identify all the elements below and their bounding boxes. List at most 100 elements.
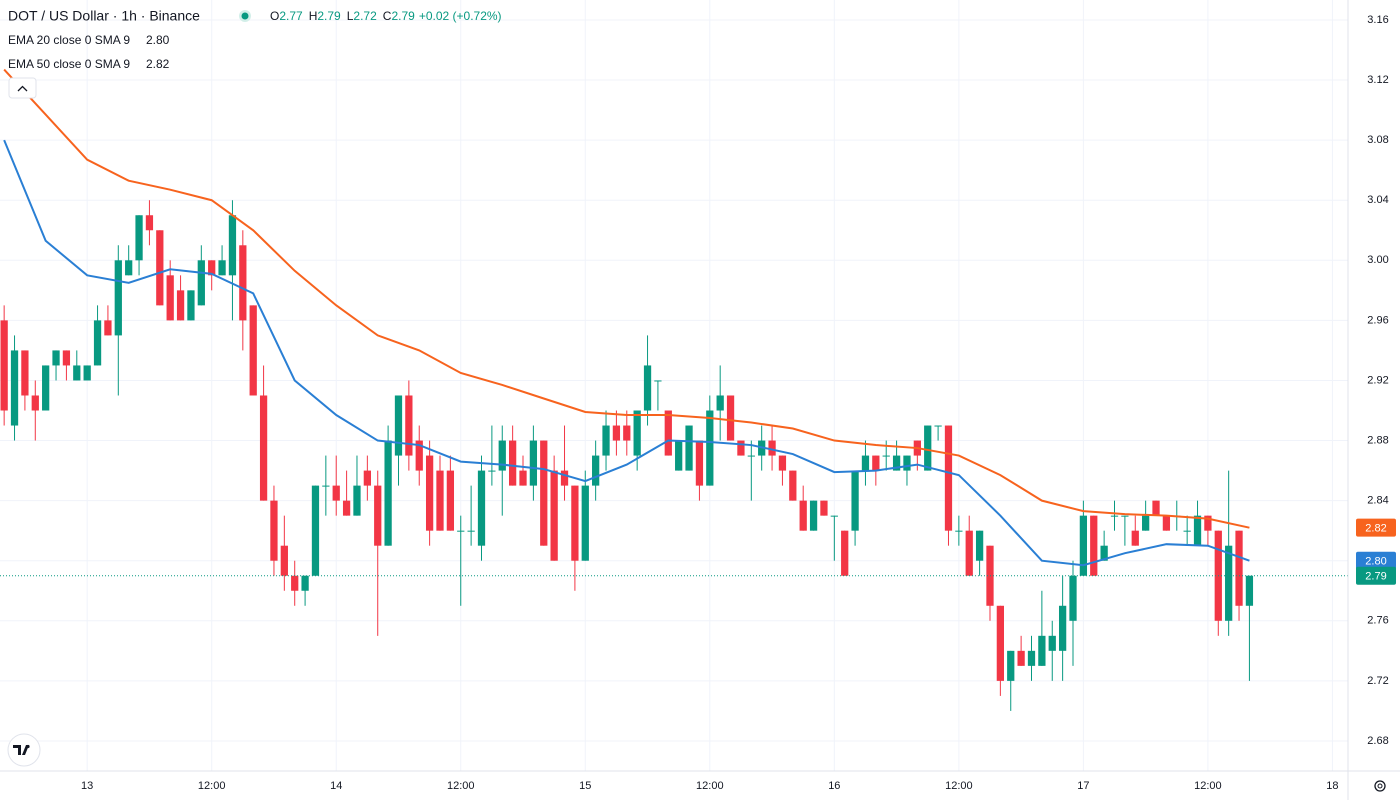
candle-body: [488, 470, 496, 472]
ohlc-value: 2.79: [391, 9, 415, 23]
candle-body: [1121, 515, 1129, 517]
status-dot: [241, 12, 249, 20]
candle-body: [892, 455, 901, 471]
header: DOT / US Dollar · 1h · Binance O2.77 H2.7…: [8, 8, 502, 99]
candle-body: [249, 305, 257, 396]
ohlc-label: L: [347, 9, 354, 23]
candle-body: [73, 365, 81, 381]
legend-label: EMA 20 close 0 SMA 9: [8, 33, 130, 47]
candle-body: [1100, 545, 1108, 561]
candle-body: [550, 470, 558, 561]
settings-icon[interactable]: [1374, 780, 1386, 792]
x-tick-label: 13: [81, 780, 93, 792]
ohlc-value: 2.79: [317, 9, 341, 23]
candle-body: [197, 260, 205, 306]
ema-line: [3, 68, 1250, 529]
candle-body: [270, 500, 278, 561]
y-tick-label: 2.96: [1367, 314, 1388, 326]
candle-body: [322, 485, 330, 487]
candle-body: [1027, 650, 1036, 666]
collapse-icon: [17, 85, 28, 92]
chart-title: DOT / US Dollar · 1h · Binance: [8, 8, 200, 24]
candle-body: [747, 455, 755, 457]
y-tick-label: 3.12: [1367, 74, 1388, 86]
candle-body: [1058, 605, 1067, 651]
x-tick-label: 12:00: [1194, 780, 1222, 792]
legend-value: 2.82: [146, 57, 170, 71]
candle-body: [675, 440, 683, 471]
candle-body: [571, 485, 579, 561]
candle-body: [1069, 575, 1077, 621]
candle-body: [342, 500, 351, 516]
candle-body: [125, 260, 133, 276]
candle-body: [1193, 515, 1202, 546]
x-tick-label: 12:00: [198, 780, 226, 792]
ohlc-readout: O2.77 H2.79 L2.72 C2.79 +0.02 (+0.72%): [270, 9, 502, 23]
candle-body: [965, 530, 973, 576]
y-tick-label: 2.84: [1367, 495, 1388, 507]
candle-body: [685, 425, 693, 471]
candle-body: [560, 470, 569, 486]
candle-body: [1225, 545, 1233, 621]
candle-body: [1090, 515, 1098, 576]
logo: [7, 733, 41, 767]
candle-body: [363, 470, 371, 486]
candle-body: [1131, 530, 1139, 546]
candle-body: [311, 485, 320, 576]
grid: [0, 0, 1348, 771]
candle-body: [872, 455, 880, 471]
logo-dot: [26, 744, 30, 749]
candle-body: [1110, 515, 1119, 517]
candle-body: [332, 485, 340, 501]
legend-value: 2.80: [146, 33, 170, 47]
candle-body: [726, 395, 735, 441]
candle-body: [1162, 515, 1171, 531]
candle-body: [737, 440, 745, 456]
candle-body: [654, 380, 662, 382]
candle-body: [830, 515, 838, 517]
candle-body: [156, 230, 164, 306]
candle-body: [135, 215, 143, 261]
candle-body: [768, 440, 776, 456]
candle-body: [1235, 530, 1243, 606]
candle-body: [10, 350, 19, 426]
candle-body: [509, 440, 517, 486]
ohlc-value: 2.72: [353, 9, 377, 23]
candle-body: [841, 530, 849, 576]
collapse-button[interactable]: [8, 77, 37, 99]
candle-body: [851, 470, 859, 531]
plot: [0, 68, 1348, 711]
candle-body: [239, 245, 247, 321]
legend-label: EMA 50 close 0 SMA 9: [8, 57, 130, 71]
candle-body: [301, 575, 309, 591]
candle-body: [996, 605, 1004, 681]
candle-body: [519, 470, 527, 486]
price-badge-label: 2.82: [1365, 523, 1386, 535]
candle-body: [446, 470, 455, 531]
candle-body: [664, 410, 672, 456]
candle-body: [955, 530, 963, 532]
candle-body: [31, 395, 39, 411]
settings-hub: [1377, 783, 1383, 789]
candle-body: [384, 440, 392, 546]
change: +0.02 (+0.72%): [419, 9, 502, 23]
candle-body: [986, 545, 994, 606]
candle-body: [291, 575, 299, 591]
candle-body: [903, 455, 911, 471]
candle-body: [425, 455, 434, 531]
candle-body: [789, 470, 797, 501]
price-badge-label: 2.80: [1365, 556, 1386, 568]
y-tick-label: 2.88: [1367, 434, 1388, 446]
settings: [1374, 780, 1386, 792]
candle-body: [394, 395, 403, 456]
y-tick-label: 3.04: [1367, 194, 1388, 206]
candle-body: [228, 215, 237, 276]
x-tick-label: 14: [330, 780, 342, 792]
candle-body: [695, 440, 704, 486]
y-tick-label: 3.08: [1367, 134, 1388, 146]
candle-body: [62, 350, 71, 366]
candle-body: [799, 500, 807, 531]
candle-body: [477, 470, 486, 546]
